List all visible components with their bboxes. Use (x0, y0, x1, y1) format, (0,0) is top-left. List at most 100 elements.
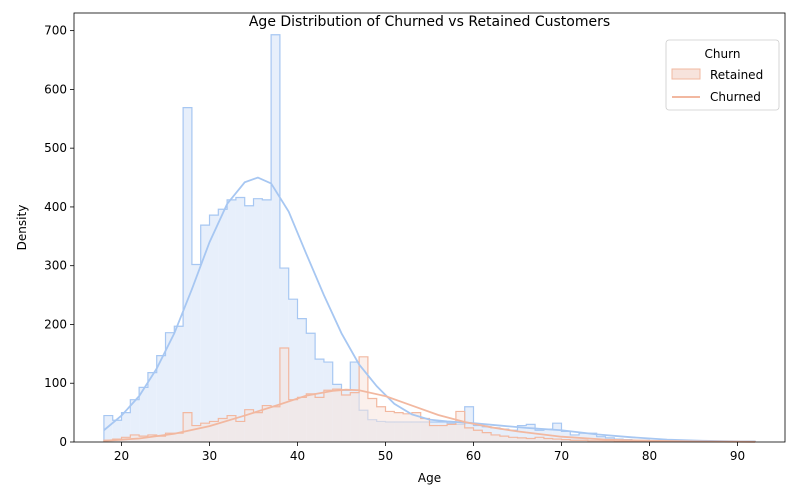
hist-bar-churned (429, 425, 439, 442)
hist-bar-churned (579, 440, 588, 442)
hist-bar-churned (376, 406, 386, 442)
hist-bar-retained (271, 34, 280, 443)
y-tick-label: 300 (44, 259, 67, 273)
hist-bar-churned (464, 427, 474, 442)
kde-curve-retained (103, 176, 756, 443)
plot-frame (73, 12, 786, 443)
hist-bar-churned (473, 430, 483, 442)
hist-bar-retained (103, 415, 113, 442)
y-tick-label: 200 (44, 317, 67, 331)
hist-bar-retained (262, 199, 272, 442)
chart-title: Age Distribution of Churned vs Retained … (249, 14, 610, 30)
hist-bar-churned (570, 440, 580, 442)
hist-bar-churned (359, 356, 368, 442)
legend-label-churned: Churned (710, 90, 761, 104)
hist-bar-churned (438, 425, 448, 442)
hist-bar-churned (561, 439, 571, 442)
y-tick-label: 0 (59, 435, 67, 449)
hist-bar-churned (271, 406, 280, 442)
hist-bar-churned (262, 405, 272, 442)
hist-bar-churned (411, 412, 421, 442)
hist-bar-churned (543, 438, 553, 442)
hist-bar-churned (482, 432, 492, 442)
hist-bar-churned (552, 439, 562, 442)
hist-bar-churned (139, 436, 148, 442)
hist-bar-churned (297, 397, 307, 442)
hist-bar-churned (499, 436, 509, 442)
hist-bar-retained (165, 332, 175, 442)
hist-bar-churned (191, 425, 201, 442)
y-axis-label: Density (15, 205, 29, 251)
hist-bar-retained (121, 412, 131, 442)
hist-bar-churned (156, 436, 166, 442)
legend-box (665, 39, 780, 111)
hist-bar-churned (306, 393, 316, 442)
y-tick-label: 500 (44, 141, 67, 155)
hist-bar-retained (288, 299, 298, 442)
hist-bar-churned (341, 394, 351, 442)
hist-bar-retained (218, 209, 228, 442)
hist-bar-churned (165, 433, 175, 442)
hist-bar-retained (227, 199, 236, 442)
hist-bar-retained (535, 430, 544, 442)
hist-bar-churned (403, 413, 412, 442)
hist-bar-churned (491, 434, 500, 442)
hist-bar-churned (315, 397, 324, 442)
hist-bar-retained (297, 318, 307, 442)
hist-bar-churned (253, 412, 263, 442)
hist-bar-retained (191, 264, 201, 442)
hist-bar-churned (332, 389, 342, 442)
x-tick-label: 30 (202, 449, 217, 463)
hist-bar-churned (455, 411, 465, 442)
legend: Churn Retained Churned (665, 39, 780, 111)
x-axis-label: Age (418, 471, 441, 485)
x-tick-label: 80 (642, 449, 657, 463)
hist-bar-churned (279, 347, 289, 442)
hist-bar-retained (508, 430, 518, 442)
hist-bar-retained (183, 107, 192, 443)
hist-bar-retained (235, 197, 245, 442)
hist-bar-churned (183, 412, 192, 442)
legend-label-retained: Retained (710, 68, 763, 82)
x-tick-label: 90 (730, 449, 745, 463)
series-retained (103, 34, 756, 443)
hist-bar-retained (139, 387, 148, 442)
series-churned (103, 347, 756, 443)
hist-bar-churned (174, 433, 184, 442)
hist-bar-churned (350, 392, 360, 442)
hist-bar-churned (323, 390, 333, 442)
axes-layer: 20 30 40 50 60 70 80 90 0100200300400500600700 … (15, 12, 786, 485)
y-tick-label: 700 (44, 24, 67, 38)
hist-bar-churned (508, 437, 518, 442)
x-tick-label: 20 (114, 449, 129, 463)
hist-bar-retained (464, 406, 474, 442)
hist-bar-retained (244, 205, 254, 442)
hist-bar-churned (288, 399, 298, 442)
hist-bar-churned (535, 437, 544, 442)
y-axis-ticks: 0 100 200 300 400 500 600 700 (44, 24, 74, 449)
hist-bar-churned (517, 437, 527, 442)
y-tick-label: 100 (44, 376, 67, 390)
hist-bar-churned (244, 409, 254, 442)
x-axis-ticks: 20 30 40 50 60 70 80 90 (114, 442, 745, 463)
hist-bar-retained (517, 425, 527, 442)
hist-bar-churned (394, 412, 404, 442)
hist-bar-retained (552, 423, 562, 442)
hist-bar-retained (130, 399, 140, 442)
y-tick-label: 600 (44, 82, 67, 96)
hist-bar-retained (253, 198, 263, 442)
x-tick-label: 70 (554, 449, 569, 463)
hist-bar-churned (209, 421, 219, 442)
hist-bar-churned (227, 415, 236, 442)
hist-bar-retained (147, 372, 157, 442)
hist-bar-churned (218, 418, 228, 442)
hist-bar-retained (200, 225, 210, 442)
hist-bar-retained (156, 355, 166, 442)
hist-bar-churned (200, 423, 210, 442)
x-tick-label: 50 (378, 449, 393, 463)
hist-bar-churned (367, 398, 377, 442)
hist-outline-churned (103, 347, 756, 443)
hist-bar-retained (112, 420, 122, 442)
hist-bar-churned (385, 411, 395, 442)
